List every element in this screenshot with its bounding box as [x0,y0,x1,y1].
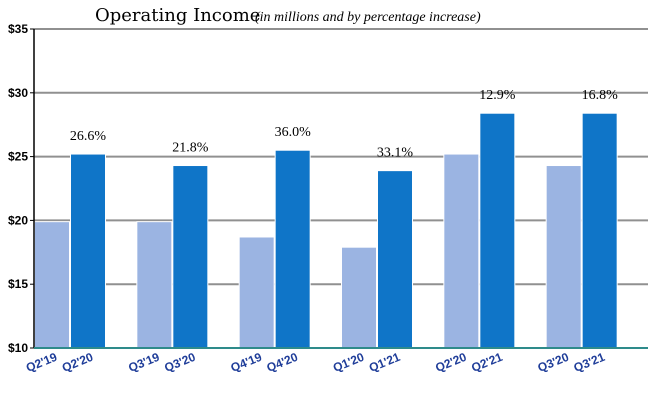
bar-current-year [377,170,413,349]
data-label-increase: 36.0% [275,125,312,140]
bars [34,112,618,349]
x-tick-label: Q1'21 [367,350,402,375]
bar-prior-year [238,236,275,349]
bar-current-year [172,165,209,349]
chart-subtitle: (in millions and by percentage increase) [255,10,481,25]
y-tick-label: $10 [8,341,28,355]
x-tick-label: Q3'21 [572,350,607,375]
axes [30,28,648,349]
x-tick-label: Q3'20 [162,350,197,375]
x-tick-label: Q3'19 [126,350,161,375]
data-label-increase: 33.1% [377,146,414,161]
bar-prior-year [341,246,377,349]
bar-prior-year [545,165,582,349]
x-tick-label: Q1'20 [331,350,366,375]
x-tick-label: Q2'20 [433,350,468,375]
x-tick-label: Q4'19 [229,350,264,375]
y-tick-label: $25 [8,150,28,164]
x-tick-label: Q4'20 [265,350,300,375]
data-label-increase: 21.8% [172,141,209,156]
data-label-increase: 16.8% [582,88,619,103]
x-axis-ticks: Q2'19 Q2'20 Q3'19 Q3'20 Q4'19 Q4'20 Q1'20 Q1'21… [24,350,607,375]
x-tick-label: Q2'20 [60,350,95,375]
bar-current-year [70,153,106,349]
bar-prior-year [136,221,173,349]
bar-current-year [581,112,618,349]
bar-current-year [479,112,516,349]
y-tick-label: $20 [8,213,28,227]
bar-current-year [274,149,311,349]
y-axis-ticks: $10 $15 $20 $25 $30 $35 [8,22,28,355]
chart-title: Operating Income [95,5,260,26]
x-tick-label: Q2'19 [24,350,59,375]
bar-prior-year [34,221,70,349]
data-label-increase: 26.6% [70,129,107,144]
data-label-increase: 12.9% [479,88,516,103]
y-tick-label: $15 [8,277,28,291]
y-tick-label: $30 [8,86,28,100]
y-tick-label: $35 [8,22,28,36]
x-tick-label: Q2'21 [469,350,504,375]
x-tick-label: Q3'20 [536,350,571,375]
bar-prior-year [443,153,480,349]
data-labels: 26.6% 21.8% 36.0% 33.1% 12.9% 16.8% [70,88,618,160]
